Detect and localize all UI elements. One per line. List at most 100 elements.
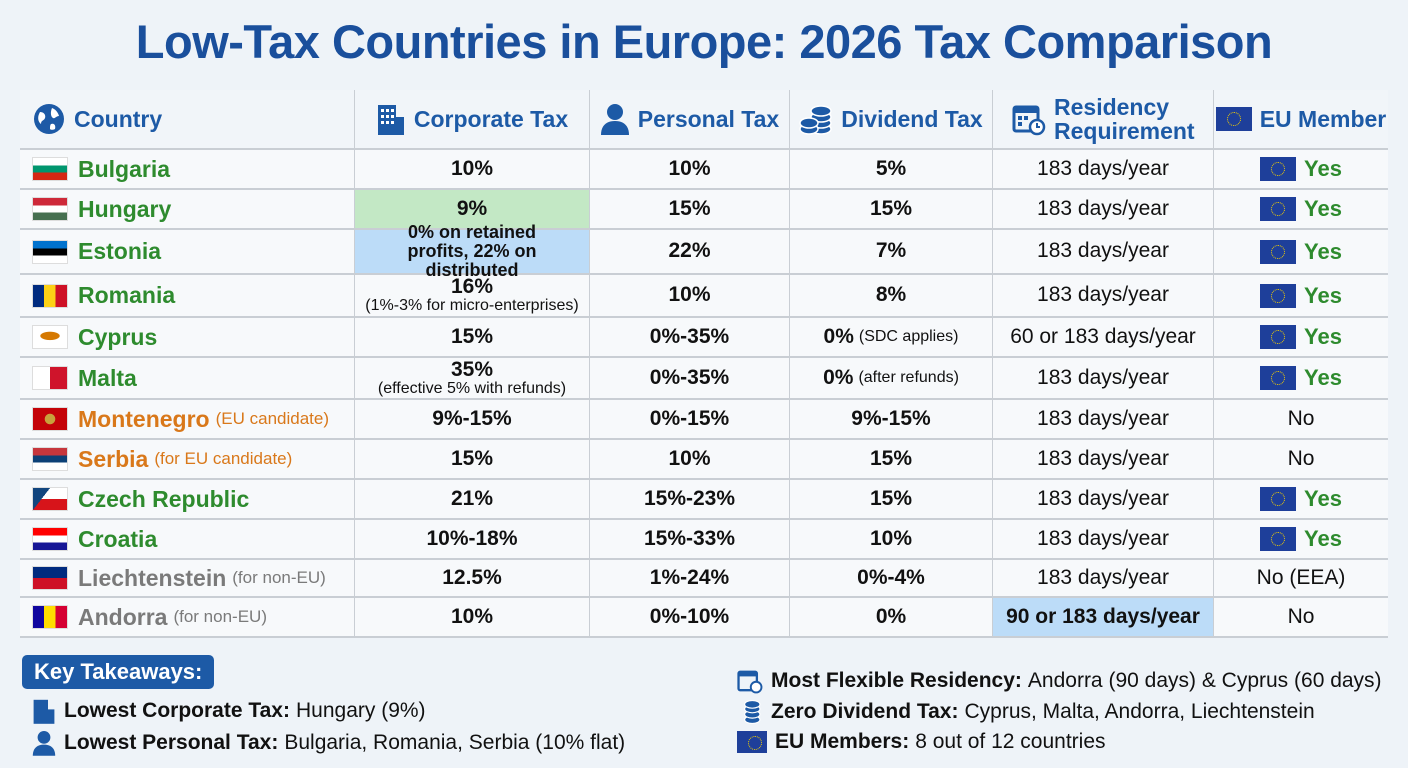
takeaway-label: Lowest Personal Tax: [64, 731, 279, 754]
country-name: Romania [78, 282, 176, 309]
dividend-tax-value: 0%-4% [857, 565, 925, 589]
eu-member-cell: No [1214, 598, 1388, 636]
country-cell: Hungary [20, 190, 355, 228]
dividend-tax-value: 15% [869, 486, 913, 510]
header-country: Country [20, 90, 355, 148]
header-dividend-label: Dividend Tax [841, 105, 983, 132]
eu-member-cell: Yes [1214, 150, 1388, 188]
country-cell: Estonia [20, 230, 355, 273]
page-title: Low-Tax Countries in Europe: 2026 Tax Co… [135, 15, 1273, 68]
country-flag-icon [32, 366, 68, 390]
header-dividend: Dividend Tax [790, 90, 993, 148]
corporate-tax-value: 15% [450, 324, 494, 348]
dividend-tax-cell: 5% [790, 150, 993, 188]
coins-icon [799, 103, 833, 135]
eu-member-cell: Yes [1214, 318, 1388, 356]
eu-flag-icon [1260, 157, 1297, 181]
residency-value: 183 days/year [1037, 283, 1169, 307]
eu-flag-icon [1260, 487, 1297, 511]
country-flag-icon [32, 283, 68, 308]
corporate-tax-value: 35% [450, 357, 494, 381]
personal-tax-value: 15%-23% [643, 486, 736, 510]
corporate-tax-cell: 15% [355, 440, 590, 478]
dividend-tax-note: (after refunds) [858, 368, 959, 386]
table-row: Andorra (for non-EU) 10% 0%-10% 0% 90 or… [20, 598, 1388, 638]
residency-value: 183 days/year [1037, 239, 1169, 263]
corporate-tax-value: 9% [456, 196, 488, 220]
header-eu: EU Member [1214, 90, 1388, 148]
corporate-tax-value: 12.5% [442, 565, 502, 589]
takeaway-label: Most Flexible Residency: [771, 669, 1022, 692]
eu-flag-icon [737, 731, 767, 753]
personal-tax-value: 10% [668, 156, 711, 180]
personal-tax-cell: 1%-24% [590, 560, 790, 596]
personal-tax-value: 1%-24% [649, 565, 730, 589]
eu-member-cell: Yes [1214, 230, 1388, 273]
corporate-tax-value: 16% [450, 275, 494, 299]
eu-member-value: Yes [1304, 486, 1342, 512]
personal-tax-value: 0%-35% [649, 324, 730, 348]
table-row: Bulgaria 10% 10% 5% 183 days/year Yes [20, 150, 1388, 190]
personal-tax-value: 15%-33% [643, 526, 736, 550]
personal-tax-value: 22% [668, 239, 711, 263]
takeaway-item: Zero Dividend Tax: Cyprus, Malta, Andorra… [737, 699, 1315, 725]
residency-value: 183 days/year [1037, 446, 1169, 470]
table-row: Cyprus 15% 0%-35% 0% (SDC applies) 60 or… [20, 318, 1388, 358]
dividend-tax-cell: 0%-4% [790, 560, 993, 596]
corporate-tax-cell: 9%-15% [355, 400, 590, 438]
country-name: Hungary [78, 195, 172, 222]
eu-member-cell: No [1214, 440, 1388, 478]
residency-cell: 183 days/year [993, 520, 1214, 558]
corporate-tax-value: 15% [450, 446, 494, 470]
header-eu-label: EU Member [1259, 105, 1387, 132]
country-flag-icon [32, 325, 68, 349]
dividend-tax-cell: 8% [790, 275, 993, 316]
eu-member-cell: Yes [1214, 358, 1388, 398]
country-note: (for non-EU) [173, 607, 267, 627]
dividend-tax-value: 15% [869, 196, 913, 220]
coins-icon [737, 699, 763, 725]
country-cell: Czech Republic [20, 480, 355, 518]
country-name: Malta [78, 364, 137, 391]
personal-tax-cell: 0%-35% [590, 358, 790, 398]
personal-tax-value: 0%-10% [649, 604, 730, 628]
takeaway-text: Andorra (90 days) & Cyprus (60 days) [1027, 669, 1382, 692]
country-flag-icon [32, 566, 68, 590]
country-flag-icon [32, 527, 68, 551]
residency-cell: 183 days/year [993, 480, 1214, 518]
corporate-tax-value: 10%-18% [426, 526, 518, 550]
residency-cell: 183 days/year [993, 150, 1214, 188]
residency-cell: 183 days/year [993, 190, 1214, 228]
dividend-tax-value: 0% [823, 365, 854, 389]
eu-member-cell: No (EEA) [1214, 560, 1388, 596]
dividend-tax-value: 0% [875, 604, 907, 628]
corporate-tax-value: 10% [450, 156, 494, 180]
dividend-tax-cell: 0% (SDC applies) [790, 318, 993, 356]
eu-flag-icon [1260, 239, 1297, 264]
takeaway-item: EU Members: 8 out of 12 countries [737, 730, 1106, 754]
country-cell: Serbia (for EU candidate) [20, 440, 355, 478]
header-residency-label: Residency Requirement [1054, 93, 1195, 144]
table-row: Liechtenstein (for non-EU) 12.5% 1%-24% … [20, 560, 1388, 598]
header-country-label: Country [74, 105, 163, 132]
takeaway-item: Lowest Personal Tax: Bulgaria, Romania, S… [32, 730, 625, 756]
dividend-tax-cell: 9%-15% [790, 400, 993, 438]
corporate-tax-value: 9%-15% [432, 406, 512, 430]
country-name: Serbia [78, 445, 149, 472]
residency-value: 183 days/year [1037, 156, 1169, 180]
country-flag-icon [32, 157, 68, 181]
country-note: (for non-EU) [232, 568, 326, 588]
country-flag-icon [32, 487, 68, 511]
building-icon [376, 103, 406, 135]
dividend-tax-cell: 15% [790, 480, 993, 518]
personal-tax-cell: 0%-10% [590, 598, 790, 636]
eu-member-cell: Yes [1214, 480, 1388, 518]
eu-member-value: Yes [1304, 365, 1342, 391]
personal-tax-cell: 10% [590, 440, 790, 478]
dividend-tax-cell: 0% (after refunds) [790, 358, 993, 398]
table-row: Serbia (for EU candidate) 15% 10% 15% 18… [20, 440, 1388, 480]
eu-flag-icon [1260, 527, 1297, 551]
corporate-tax-cell: 16% (1%-3% for micro-enterprises) [355, 275, 590, 316]
table-row: Hungary 9% 15% 15% 183 days/year Yes [20, 190, 1388, 230]
country-cell: Andorra (for non-EU) [20, 598, 355, 636]
